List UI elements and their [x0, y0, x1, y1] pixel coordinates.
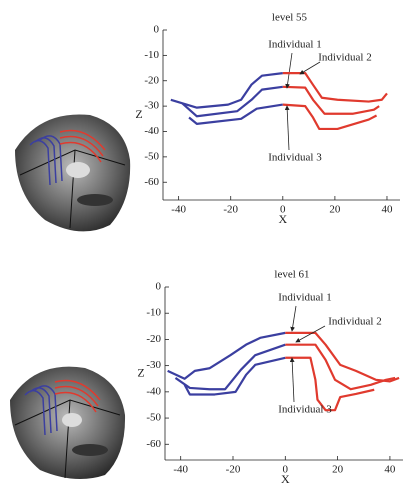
- y-tick-label: -60: [146, 438, 161, 450]
- face-image-2: [10, 367, 125, 479]
- y-tick-label: -40: [144, 125, 159, 137]
- y-tick-label: -10: [146, 307, 161, 319]
- annotation-arrow: [292, 358, 294, 402]
- chart-title: level 61: [274, 269, 309, 281]
- annotation: Individual 1: [268, 39, 321, 51]
- y-tick-label: -30: [144, 100, 159, 112]
- x-tick-label: 20: [332, 464, 344, 476]
- y-tick-label: -20: [146, 333, 161, 345]
- annotation: Individual 3: [278, 404, 332, 416]
- x-tick-label: -40: [171, 204, 186, 216]
- curve: [285, 345, 395, 390]
- curve: [285, 358, 374, 410]
- y-tick-label: -50: [144, 150, 159, 162]
- y-axis-label: Z: [137, 365, 144, 379]
- annotation: Individual 1: [278, 292, 331, 304]
- curve: [283, 105, 377, 129]
- curve: [175, 345, 285, 390]
- curve: [183, 87, 283, 116]
- y-tick-label: -50: [146, 412, 161, 424]
- annotation: Individual 2: [328, 316, 381, 328]
- y-tick-label: -60: [144, 176, 159, 188]
- annotation: Individual 3: [268, 152, 322, 164]
- x-axis-label: X: [281, 472, 290, 486]
- x-axis-label: X: [278, 212, 287, 226]
- y-tick-label: 0: [154, 24, 160, 36]
- y-tick-label: -10: [144, 49, 159, 61]
- x-tick-label: -40: [173, 464, 188, 476]
- y-tick-label: -30: [146, 359, 161, 371]
- annotation-arrow: [300, 62, 320, 74]
- annotation: Individual 2: [318, 52, 371, 64]
- annotation-arrow: [292, 306, 296, 331]
- x-tick-label: 20: [329, 204, 341, 216]
- x-tick-label: -20: [226, 464, 241, 476]
- y-tick-label: 0: [156, 281, 162, 293]
- annotation-arrow: [287, 106, 289, 150]
- face-image-1: [15, 114, 130, 231]
- chart-title: level 55: [272, 12, 308, 24]
- x-tick-label: 40: [384, 464, 396, 476]
- y-tick-label: -40: [146, 385, 161, 397]
- y-axis-label: Z: [135, 107, 142, 121]
- curve: [171, 73, 283, 108]
- x-tick-label: -20: [223, 204, 238, 216]
- annotation-arrow: [287, 53, 292, 88]
- y-tick-label: -20: [144, 74, 159, 86]
- figure: 0 -10 -20 -30 -40 -50 -60 -40 -20 0 20 40 level 55 X Z…: [0, 0, 406, 487]
- x-tick-label: 40: [381, 204, 393, 216]
- curve: [168, 333, 286, 379]
